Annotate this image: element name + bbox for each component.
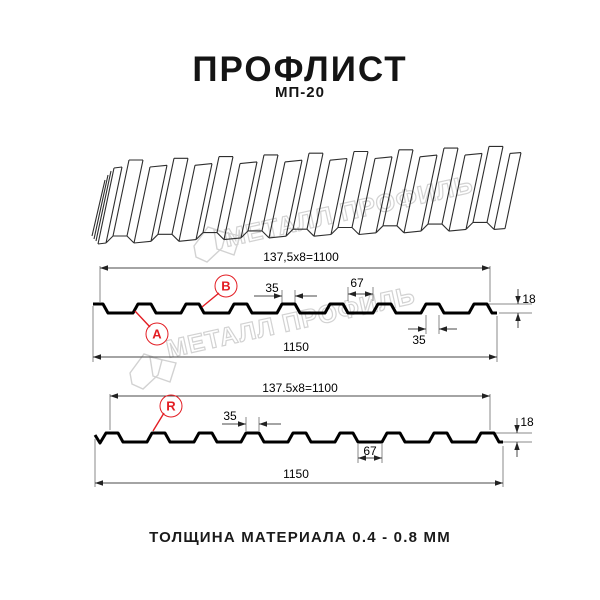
side-label-r: R: [159, 394, 183, 418]
dim-height-bottom-section: 18: [520, 415, 534, 429]
dim-rib-bottom-width-top-section: 35: [412, 333, 426, 347]
dim-total-width-bottom-section: 1150: [283, 467, 309, 481]
dim-flat-width-top-section: 67: [350, 276, 364, 290]
dim-rib-top-width-bottom-section: 35: [223, 409, 237, 423]
dim-height-top-section: 18: [522, 292, 536, 306]
dim-flat-width-bottom-section: 67: [363, 444, 377, 458]
dim-total-width-top-section: 1150: [283, 340, 309, 354]
page-title: ПРОФЛИСТ: [192, 50, 408, 89]
metall-profil-logo-icon: [192, 222, 246, 268]
dim-module-top-section: 137,5x8=1100: [263, 250, 339, 264]
material-thickness-note: ТОЛЩИНА МАТЕРИАЛА 0.4 - 0.8 ММ: [149, 529, 451, 546]
dim-rib-top-width-top-section: 35: [265, 281, 279, 295]
side-label-a: A: [145, 322, 169, 346]
profile-model: МП-20: [275, 84, 325, 101]
metall-profil-logo-icon: [128, 349, 182, 395]
dim-module-bottom-section: 137.5x8=1100: [262, 381, 338, 395]
side-label-b: B: [214, 274, 238, 298]
